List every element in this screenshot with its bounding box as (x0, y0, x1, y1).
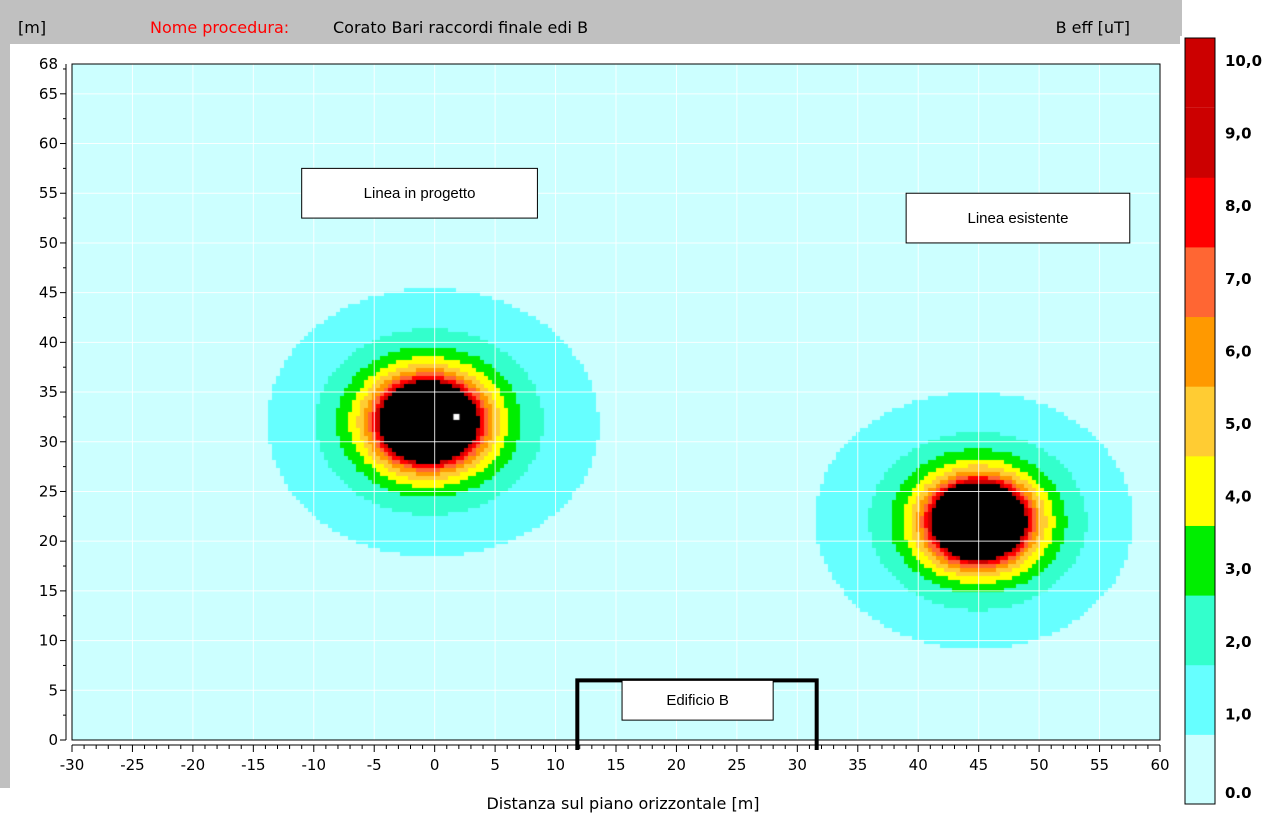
y-tick-label: 68 (39, 55, 58, 73)
x-tick-label: 35 (848, 756, 867, 774)
y-tick-label: 10 (39, 632, 58, 650)
colorbar-border (1184, 37, 1216, 805)
colorbar-tick-label: 6,0 (1225, 342, 1252, 360)
x-tick-label: 20 (667, 756, 686, 774)
procedure-name: Corato Bari raccordi finale edi B (333, 18, 588, 37)
y-tick-label: 65 (39, 85, 58, 103)
x-tick-label: 55 (1090, 756, 1109, 774)
y-tick-label: 5 (48, 681, 58, 699)
colorbar-tick-label: 1,0 (1225, 705, 1252, 723)
label-linea-in-progetto-text: Linea in progetto (364, 185, 476, 202)
colorbar-swatch (1185, 177, 1215, 248)
y-tick-label: 45 (39, 284, 58, 302)
x-tick-label: -15 (241, 756, 266, 774)
x-tick-label: -5 (367, 756, 382, 774)
colorbar-swatch (1185, 734, 1215, 805)
x-tick-label: 0 (430, 756, 440, 774)
x-tick-label: 30 (788, 756, 807, 774)
colorbar-tick-label: 8,0 (1225, 197, 1252, 215)
label-linea-in-progetto: Linea in progetto (301, 167, 538, 219)
x-tick-label: 10 (546, 756, 565, 774)
y-tick-label: 60 (39, 135, 58, 153)
footer-white-strip (412, 788, 836, 816)
y-tick-label: 20 (39, 532, 58, 550)
x-axis-title: Distanza sul piano orizzontale [m] (486, 794, 759, 813)
y-tick-label: 40 (39, 333, 58, 351)
annotation-boxes: Linea in progetto Linea esistente Edificio… (301, 167, 1131, 721)
x-tick-label: -10 (302, 756, 327, 774)
colorbar-tick-label: 4,0 (1225, 488, 1252, 506)
colorbar-tick-label: 9,0 (1225, 125, 1252, 143)
colorbar-tick-label: 10,0 (1225, 52, 1262, 70)
colorbar-swatch (1185, 107, 1215, 178)
x-tick-label: 45 (969, 756, 988, 774)
x-tick-label: 25 (727, 756, 746, 774)
colorbar-tick-label: 0.0 (1225, 784, 1252, 802)
colorbar: 0.0 1,0 2,0 3,0 4,0 5,0 6,0 7,0 8,0 9,0 10,0 (1184, 37, 1262, 805)
colorbar-tick-label: 2,0 (1225, 633, 1252, 651)
plot-axes: -30 -25 -20 -15 -10 -5 0 5 10 15 20 25 30 35 40 45 50 55 6… (39, 55, 1170, 774)
x-tick-label: 15 (606, 756, 625, 774)
y-tick-label: 30 (39, 433, 58, 451)
x-tick-label: 5 (490, 756, 500, 774)
colorbar-swatch (1185, 246, 1215, 318)
x-tick-label: 60 (1150, 756, 1169, 774)
x-tick-label: -20 (181, 756, 206, 774)
colorbar-tick-label: 7,0 (1225, 270, 1252, 288)
x-tick-label: 40 (909, 756, 928, 774)
colorbar-tick-label: 3,0 (1225, 560, 1252, 578)
y-tick-label: 15 (39, 582, 58, 600)
x-tick-label: -30 (60, 756, 85, 774)
colorbar-swatch (1185, 525, 1215, 596)
colorbar-swatch (1185, 316, 1215, 387)
label-linea-esistente-text: Linea esistente (968, 210, 1069, 227)
x-tick-label: 50 (1030, 756, 1049, 774)
y-tick-label: 35 (39, 383, 58, 401)
x-tick-label: -25 (120, 756, 145, 774)
field-unit-label: B eff [uT] (1056, 18, 1130, 37)
label-edificio-b-text: Edificio B (666, 692, 729, 709)
y-tick-label: 0 (48, 731, 58, 749)
colorbar-swatch (1185, 664, 1215, 735)
colorbar-swatch (1185, 455, 1215, 526)
colorbar-swatch (1185, 38, 1215, 108)
colorbar-swatch (1185, 386, 1215, 457)
y-tick-label: 25 (39, 482, 58, 500)
procedure-label: Nome procedura: (150, 18, 289, 37)
label-edificio-b: Edificio B (621, 679, 774, 721)
colorbar-tick-label: 5,0 (1225, 415, 1252, 433)
label-linea-esistente: Linea esistente (905, 192, 1131, 244)
y-tick-label: 50 (39, 234, 58, 252)
y-tick-label: 55 (39, 184, 58, 202)
colorbar-swatch (1185, 595, 1215, 666)
plot-border (71, 63, 1161, 741)
y-unit-label: [m] (18, 18, 46, 37)
